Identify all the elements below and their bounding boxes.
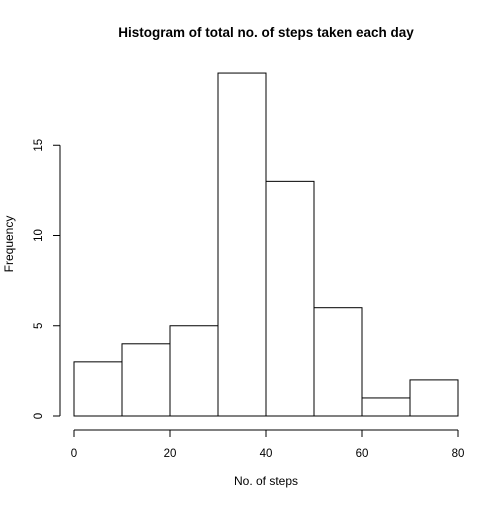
histogram-bar — [313, 307, 363, 417]
x-axis: 0 20 40 60 80 — [71, 429, 465, 460]
y-axis-label: Frequency — [2, 216, 16, 273]
bars-group — [73, 72, 459, 417]
histogram-bar — [265, 180, 315, 417]
histogram-bar — [217, 72, 267, 417]
x-tick-label: 0 — [71, 448, 77, 460]
x-tick-label: 60 — [356, 448, 369, 460]
y-axis: 0 5 10 15 — [33, 139, 61, 419]
histogram-bar — [169, 325, 219, 417]
x-tick-label: 20 — [164, 448, 177, 460]
x-tick-label: 80 — [452, 448, 465, 460]
histogram-bar — [361, 397, 411, 417]
x-tick-label: 40 — [260, 448, 273, 460]
histogram-bar — [409, 379, 459, 417]
chart-title: Histogram of total no. of steps taken ea… — [118, 25, 414, 40]
y-tick-label: 15 — [33, 139, 45, 152]
y-tick-label: 0 — [33, 413, 45, 419]
histogram-bar — [121, 343, 171, 417]
histogram-bar — [73, 361, 123, 417]
y-tick-label: 10 — [33, 229, 45, 242]
x-axis-label: No. of steps — [234, 474, 298, 488]
y-tick-label: 5 — [33, 323, 45, 329]
